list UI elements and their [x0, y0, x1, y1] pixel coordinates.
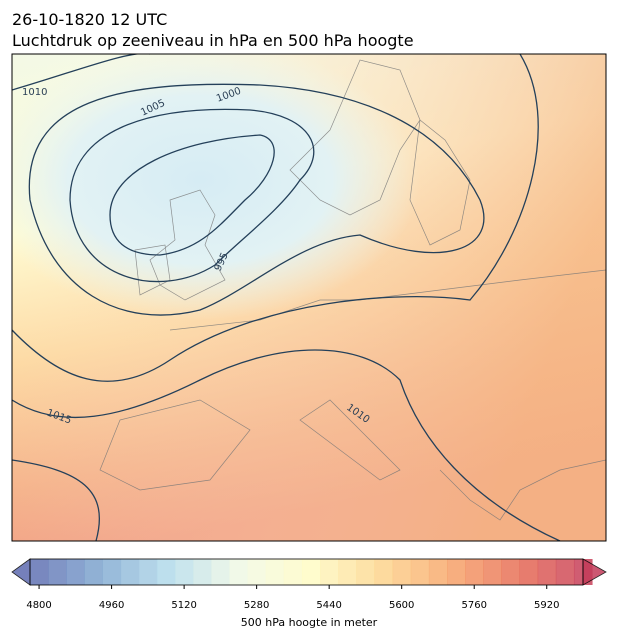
colorbar-tick-label: 5280 — [244, 600, 269, 611]
colorbar-band — [301, 559, 321, 585]
contour-label: 1010 — [22, 87, 47, 98]
colorbar-tick-label: 4960 — [99, 600, 124, 611]
colorbar-band — [193, 559, 212, 585]
colorbar-label: 500 hPa hoogte in meter — [241, 616, 378, 629]
colorbar-band — [138, 559, 158, 585]
colorbar-band — [374, 559, 394, 585]
colorbar-frame — [29, 558, 584, 586]
map-frame — [11, 53, 607, 542]
colorbar-tick-label: 4800 — [26, 600, 51, 611]
colorbar-band — [84, 559, 104, 585]
colorbar-band — [30, 559, 49, 585]
colorbar-band — [265, 559, 285, 585]
colorbar-tick-label: 5120 — [171, 600, 196, 611]
colorbar-band — [120, 559, 140, 585]
colorbar-band — [338, 559, 357, 585]
colorbar-band — [465, 559, 484, 585]
colorbar-band — [247, 559, 267, 585]
colorbar-extend-low — [11, 558, 31, 586]
colorbar-band — [555, 559, 575, 585]
map — [12, 54, 606, 541]
colorbar-band — [48, 559, 67, 585]
colorbar-band — [211, 559, 230, 585]
colorbar-band — [410, 559, 430, 585]
title-line: Luchtdruk op zeeniveau in hPa en 500 hPa… — [12, 31, 414, 50]
colorbar-band — [356, 559, 375, 585]
colorbar-band — [175, 559, 194, 585]
colorbar-band — [447, 559, 466, 585]
colorbar-extend-high — [582, 558, 607, 586]
colorbar-band — [519, 559, 539, 585]
title-line: 26-10-1820 12 UTC — [12, 10, 167, 29]
colorbar-band — [283, 559, 303, 585]
colorbar-band — [229, 559, 249, 585]
colorbar-tick-label: 5440 — [316, 600, 341, 611]
colorbar-band — [392, 559, 412, 585]
colorbar-tick-label: 5920 — [534, 600, 559, 611]
colorbar-band — [501, 559, 521, 585]
colorbar-band — [102, 559, 122, 585]
colorbar-band — [537, 559, 557, 585]
colorbar-band — [320, 559, 339, 585]
colorbar-band — [483, 559, 502, 585]
colorbar-tick-label: 5600 — [389, 600, 414, 611]
colorbar-band — [428, 559, 448, 585]
colorbar-tick-label: 5760 — [461, 600, 486, 611]
colorbar-band — [156, 559, 176, 585]
colorbar-band — [66, 559, 85, 585]
colorbar: 4800 4960 5120 5280 5440 5600 5760 5920 — [11, 558, 607, 611]
